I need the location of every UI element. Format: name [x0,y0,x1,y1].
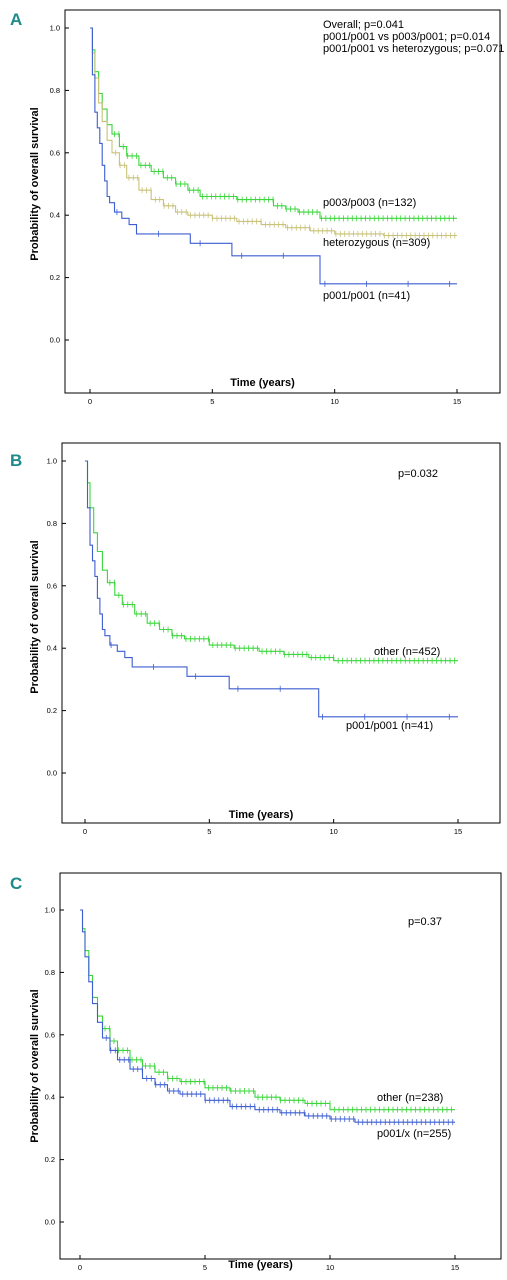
y-tick-label: 0.2 [47,706,57,715]
y-axis-title: Probability of overall survival [29,540,41,693]
curve-label: p001/x (n=255) [377,1128,451,1140]
series-line-1 [80,909,455,1123]
y-tick-label: 0.8 [45,968,55,977]
x-tick-label: 5 [207,827,211,836]
censor-marks-0 [109,579,455,664]
y-axis-title: Probability of overall survival [29,989,41,1142]
curve-label: other (n=238) [377,1092,443,1104]
y-tick-label: 0.6 [47,581,57,590]
x-tick-label: 10 [330,397,338,406]
curve-label: other (n=452) [374,646,440,658]
y-tick-label: 0.0 [50,336,60,345]
y-tick-label: 0.6 [50,148,60,157]
y-tick-label: 0.0 [47,769,57,778]
chart-panel-c: C 0.0 0.2 0.4 0.6 0.8 1.0 0 5 10 15 Time (years) Pro… [10,872,502,1272]
x-tick-label: 15 [451,1263,459,1272]
chart-panel-a: A 0.0 0.2 0.4 0.6 0.8 1.0 0 5 10 15 Time (years) Pro… [10,9,504,406]
x-tick-label: 5 [203,1263,207,1272]
series-line-1 [90,27,457,237]
censor-marks-1 [105,1034,454,1126]
x-axis-title: Time (years) [229,809,294,821]
chart-panel-b: B 0.0 0.2 0.4 0.6 0.8 1.0 0 5 10 15 Time (years) Pro… [10,442,501,836]
series-line-2 [90,27,457,285]
p-value-annotation: p=0.37 [408,916,442,928]
curve-label: p001/p001 (n=41) [346,720,433,732]
y-tick-label: 1.0 [45,906,55,915]
series-line-0 [90,27,457,219]
panel-letter: A [10,10,22,29]
y-tick-label: 0.4 [45,1093,55,1102]
y-tick-label: 0.2 [45,1155,55,1164]
x-axis-title: Time (years) [230,377,295,389]
plot-frame [61,442,501,824]
panel-letter: B [10,451,22,470]
x-tick-label: 15 [454,827,462,836]
curve-label: p003/p003 (n=132) [323,197,416,209]
series-line-0 [85,460,458,662]
y-tick-label: 0.8 [47,519,57,528]
x-tick-label: 0 [88,397,92,406]
y-tick-label: 0.0 [45,1218,55,1227]
x-tick-label: 0 [78,1263,82,1272]
censor-marks-2 [116,209,451,287]
plot-frame [59,872,502,1260]
x-tick-label: 0 [83,827,87,836]
plot-frame [64,9,501,394]
curve-label: p001/p001 (n=41) [323,290,410,302]
y-tick-label: 0.4 [50,211,60,220]
x-axis-title: Time (years) [228,1259,293,1271]
y-tick-label: 0.4 [47,644,57,653]
y-axis-title: Probability of overall survival [29,107,41,260]
censor-marks-0 [104,1025,452,1113]
y-tick-label: 1.0 [47,457,57,466]
panel-letter: C [10,874,22,893]
p-value-annotation: Overall; p=0.041 [323,19,404,31]
censor-marks-0 [114,131,454,222]
curve-label: heterozygous (n=309) [323,237,430,249]
p-value-annotation: p=0.032 [398,468,438,480]
p-value-annotation: p001/p001 vs p003/p001; p=0.014 [323,31,490,43]
x-tick-label: 10 [326,1263,334,1272]
series-line-1 [85,460,458,718]
y-tick-label: 1.0 [50,24,60,33]
series-line-0 [80,909,455,1111]
y-tick-label: 0.6 [45,1030,55,1039]
censor-marks-1 [110,642,450,720]
x-tick-label: 10 [329,827,337,836]
y-tick-label: 0.8 [50,86,60,95]
p-value-annotation: p001/p001 vs heterozygous; p=0.071 [323,43,504,55]
censor-marks-1 [115,149,456,239]
x-tick-label: 5 [210,397,214,406]
x-tick-label: 15 [453,397,461,406]
y-tick-label: 0.2 [50,273,60,282]
